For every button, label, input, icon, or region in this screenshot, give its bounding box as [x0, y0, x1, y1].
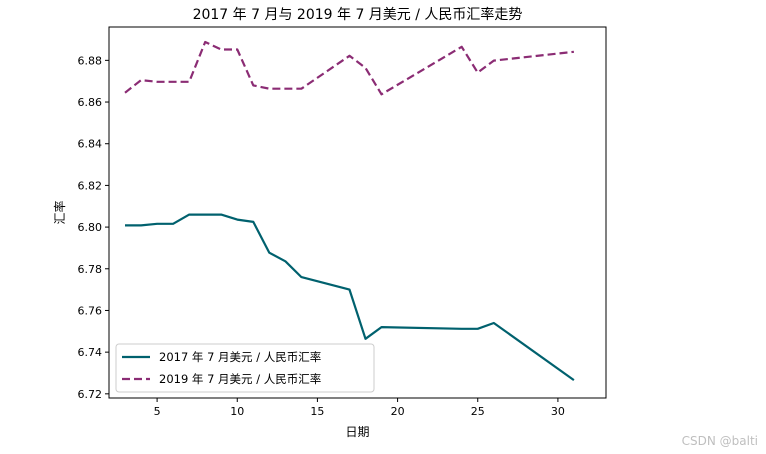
- x-tick-label: 20: [391, 405, 405, 418]
- x-tick-label: 25: [471, 405, 485, 418]
- legend: 2017 年 7 月美元 / 人民币汇率 2019 年 7 月美元 / 人民币汇率: [115, 343, 375, 393]
- x-axis-label: 日期: [345, 425, 369, 439]
- series-layer: [124, 40, 575, 381]
- legend-box: [115, 343, 375, 393]
- x-tick-label: 15: [310, 405, 324, 418]
- x-tick-label: 10: [230, 405, 244, 418]
- series-line-2019: [124, 40, 575, 96]
- legend-label-2019: 2019 年 7 月美元 / 人民币汇率: [159, 372, 321, 386]
- legend-label-2017: 2017 年 7 月美元 / 人民币汇率: [159, 350, 321, 364]
- y-tick-label: 6.74: [78, 346, 103, 359]
- chart-title: 2017 年 7 月与 2019 年 7 月美元 / 人民币汇率走势: [193, 6, 523, 23]
- x-axis: 5 10 15 20 25 30: [154, 398, 565, 418]
- y-tick-label: 6.88: [78, 54, 103, 67]
- y-tick-label: 6.76: [78, 304, 103, 317]
- y-tick-label: 6.86: [78, 96, 103, 109]
- x-tick-label: 5: [154, 405, 161, 418]
- y-tick-label: 6.78: [78, 263, 103, 276]
- x-tick-label: 30: [551, 405, 565, 418]
- watermark: CSDN @balti: [681, 434, 758, 448]
- y-tick-label: 6.80: [78, 221, 103, 234]
- y-axis-label: 汇率: [52, 200, 67, 224]
- series-line-2017: [125, 213, 575, 381]
- plot-area: [108, 26, 607, 399]
- y-tick-label: 6.82: [78, 179, 103, 192]
- y-tick-label: 6.72: [78, 388, 103, 401]
- y-tick-label: 6.84: [78, 138, 103, 151]
- y-axis: 6.72 6.74 6.76 6.78 6.80 6.82 6.84 6.86 6.88: [78, 54, 109, 401]
